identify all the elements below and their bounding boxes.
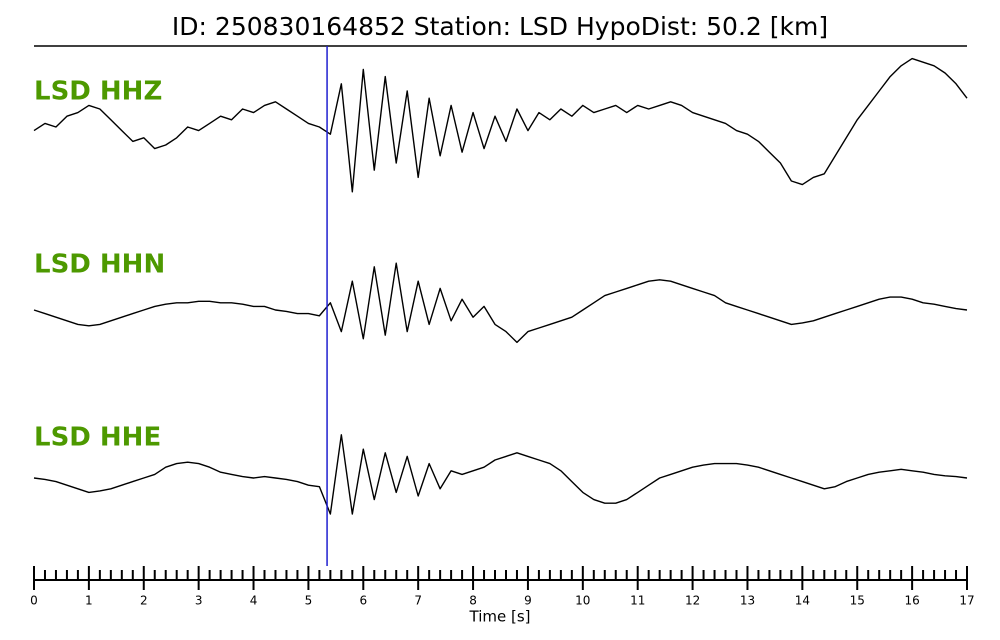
trace-line xyxy=(33,434,968,515)
x-tick-label: 10 xyxy=(575,594,590,608)
x-tick-label: 15 xyxy=(850,594,865,608)
x-tick-label: 13 xyxy=(740,594,755,608)
trace-line xyxy=(33,57,968,193)
x-tick-label: 14 xyxy=(795,594,810,608)
x-tick-label: 12 xyxy=(685,594,700,608)
x-tick-label: 4 xyxy=(250,594,258,608)
trace-line xyxy=(33,262,968,344)
x-tick-label: 5 xyxy=(305,594,313,608)
x-tick-label: 7 xyxy=(414,594,422,608)
trace-label: LSD HHZ xyxy=(34,77,162,107)
x-tick-label: 8 xyxy=(469,594,477,608)
x-tick-label: 17 xyxy=(959,594,974,608)
x-tick-label: 1 xyxy=(85,594,93,608)
chart-title: ID: 250830164852 Station: LSD HypoDist: … xyxy=(172,12,828,41)
x-tick-label: 11 xyxy=(630,594,645,608)
x-axis-label: Time [s] xyxy=(469,608,531,626)
trace-label: LSD HHE xyxy=(34,423,161,453)
x-tick-label: 16 xyxy=(904,594,919,608)
trace-label: LSD HHN xyxy=(34,250,165,280)
x-tick-label: 9 xyxy=(524,594,532,608)
x-tick-label: 6 xyxy=(359,594,367,608)
x-tick-label: 0 xyxy=(30,594,38,608)
x-tick-label: 2 xyxy=(140,594,148,608)
x-tick-label: 3 xyxy=(195,594,203,608)
